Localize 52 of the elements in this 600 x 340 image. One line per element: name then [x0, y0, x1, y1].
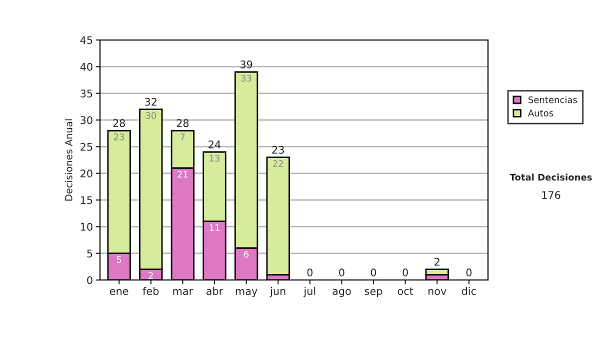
x-tick-label: abr: [206, 286, 224, 296]
total-label: 23: [272, 146, 284, 154]
x-tick-label: jun: [270, 286, 286, 298]
data-label: 21: [178, 170, 188, 178]
bar: [266, 156, 290, 276]
y-axis-title: Decisiones Anual: [64, 119, 72, 201]
data-label: 30: [146, 112, 156, 119]
x-tick-label: jul: [304, 286, 316, 298]
total-label: 0: [339, 268, 344, 276]
x-tick-label: feb: [142, 286, 159, 296]
data-label: 33: [241, 74, 252, 82]
data-label: 22: [273, 160, 283, 167]
x-tick-label: oct: [398, 288, 414, 296]
data-label: 11: [210, 224, 220, 231]
data-label: 5: [116, 256, 122, 263]
x-tick-label: may: [236, 289, 258, 298]
x-tick-label: nov: [428, 289, 446, 296]
x-tick-label: sep: [364, 289, 382, 298]
total-label: 0: [402, 268, 408, 276]
y-tick-label: 25: [80, 142, 92, 151]
data-label: 2: [148, 272, 153, 279]
y-tick-label: 15: [80, 196, 92, 204]
y-tick-label: 5: [87, 250, 92, 258]
data-label: 23: [114, 133, 124, 140]
bar: [425, 268, 449, 276]
total-label: 39: [240, 60, 252, 68]
total-label: 0: [307, 268, 313, 276]
y-tick-label: 10: [80, 222, 92, 231]
data-label: 13: [210, 154, 220, 162]
x-tick-label: dic: [462, 286, 476, 296]
y-tick-label: 35: [80, 90, 92, 98]
total-label: 24: [208, 140, 221, 148]
total-label: 2: [434, 258, 440, 266]
y-tick-label: 40: [80, 62, 92, 71]
total-label: 0: [466, 268, 472, 276]
data-label: 6: [244, 250, 249, 258]
total-label: 0: [370, 268, 376, 276]
legend-label: Autos: [528, 110, 554, 116]
y-tick-label: 20: [80, 170, 92, 178]
y-tick-label: 45: [80, 36, 92, 44]
text: Total Decisiones: [510, 174, 592, 181]
data-label: 7: [180, 134, 185, 140]
x-tick-label: ene: [110, 289, 128, 296]
total-label: 28: [176, 119, 189, 128]
total-label: 32: [145, 98, 156, 106]
x-tick-label: mar: [173, 289, 194, 296]
text: 176: [542, 191, 560, 200]
legend-label: Sentencias: [528, 96, 577, 104]
x-tick-label: ago: [332, 289, 351, 298]
y-tick-label: 30: [80, 116, 92, 124]
total-label: 28: [113, 119, 125, 128]
y-tick-label: 0: [87, 276, 92, 284]
